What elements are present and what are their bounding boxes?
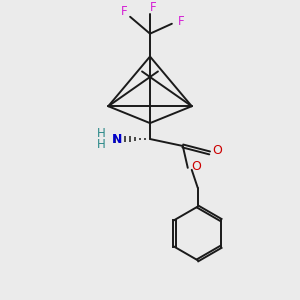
Text: O: O	[191, 160, 201, 173]
Text: F: F	[150, 1, 156, 14]
Text: H: H	[97, 139, 106, 152]
Text: H: H	[97, 127, 106, 140]
Text: O: O	[213, 144, 223, 158]
Text: F: F	[121, 5, 128, 18]
Text: F: F	[178, 15, 184, 28]
Text: N: N	[112, 133, 122, 146]
